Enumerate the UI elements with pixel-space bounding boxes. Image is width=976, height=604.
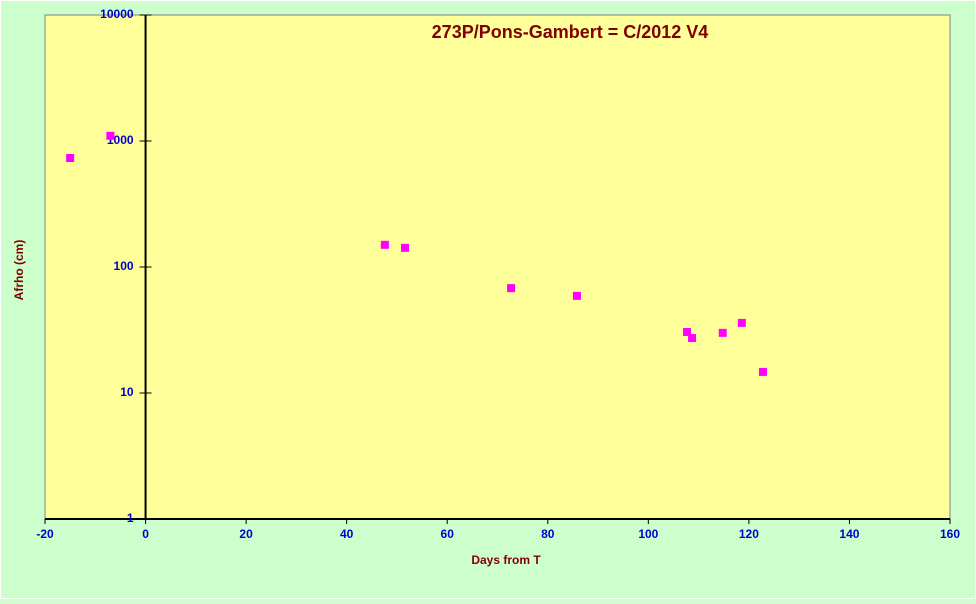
x-tick-label: -20	[36, 527, 54, 541]
point	[380, 240, 389, 249]
point	[688, 334, 697, 343]
y-tick-label: 10	[120, 385, 134, 399]
point	[683, 327, 692, 336]
y-tick-label: 10000	[100, 7, 134, 21]
point	[507, 284, 516, 293]
x-tick-label: 140	[839, 527, 859, 541]
x-tick-label: 120	[739, 527, 759, 541]
point	[758, 367, 767, 376]
x-axis-label: Days from T	[471, 553, 541, 567]
y-tick-label: 100	[114, 259, 134, 273]
point	[737, 318, 746, 327]
x-tick-label: 160	[940, 527, 960, 541]
x-tick-label: 20	[239, 527, 253, 541]
y-axis-label: Afrho (cm)	[12, 240, 26, 301]
y-tick-label: 1	[127, 511, 134, 525]
point	[572, 291, 581, 300]
x-tick-label: 60	[441, 527, 455, 541]
x-tick-label: 40	[340, 527, 354, 541]
x-tick-label: 80	[541, 527, 555, 541]
x-tick-label: 100	[638, 527, 658, 541]
point	[66, 153, 75, 162]
point	[400, 243, 409, 252]
point	[106, 131, 115, 140]
point	[718, 328, 727, 337]
plot-area	[44, 14, 951, 520]
x-tick-label: 0	[142, 527, 149, 541]
chart-title: 273P/Pons-Gambert = C/2012 V4	[432, 22, 709, 42]
